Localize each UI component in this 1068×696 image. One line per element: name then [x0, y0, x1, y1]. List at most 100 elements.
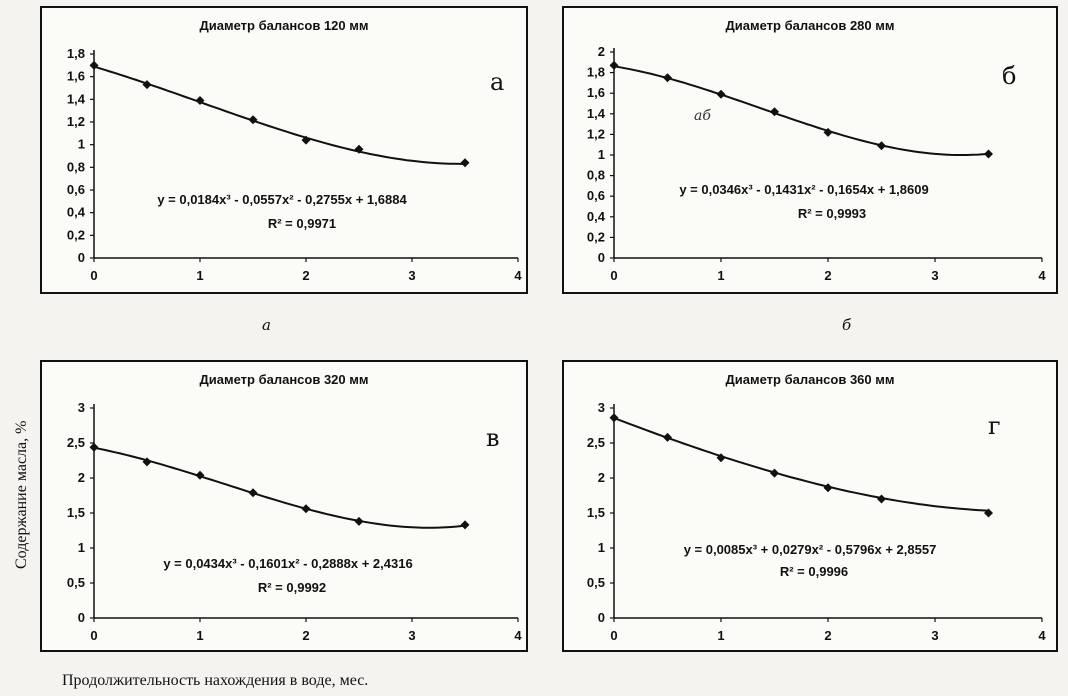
data-point — [354, 144, 364, 154]
data-point — [142, 80, 152, 90]
y-tick-label: 1,4 — [587, 106, 606, 121]
y-tick-label: 0,6 — [67, 182, 85, 197]
trend-equation: y = 0,0085x³ + 0,0279x² - 0,5796x + 2,85… — [684, 542, 937, 557]
data-point — [248, 115, 258, 125]
y-tick-label: 0,5 — [67, 575, 85, 590]
chart-title: Диаметр балансов 320 мм — [199, 372, 369, 387]
y-tick-label: 1,6 — [587, 85, 605, 100]
data-point — [142, 457, 152, 467]
chart-panel-320: Диаметр балансов 320 мм 0 0,5 1 1,5 2 2,5 3 0 1 2… — [40, 360, 528, 652]
panel-sublabel-a: а — [262, 316, 271, 334]
chart-title: Диаметр балансов 360 мм — [725, 372, 895, 387]
r-squared-label: R² = 0,9992 — [258, 580, 326, 595]
x-tick-label: 1 — [717, 268, 724, 283]
y-tick-label: 0,8 — [67, 159, 85, 174]
y-tick-label: 2 — [598, 44, 605, 59]
data-point — [663, 432, 672, 442]
x-tick-label: 3 — [931, 628, 938, 643]
data-point — [770, 107, 779, 117]
data-point — [716, 89, 726, 99]
x-tick-label: 2 — [302, 628, 309, 643]
y-tick-label: 0 — [598, 250, 605, 265]
panel-letter: в — [486, 424, 500, 452]
data-point — [877, 494, 886, 504]
y-tick-label: 1,4 — [67, 91, 86, 106]
y-tick-label: 2 — [598, 470, 605, 485]
data-point — [823, 127, 833, 137]
x-tick-label: 2 — [824, 268, 831, 283]
data-point — [663, 73, 672, 83]
trendline — [93, 65, 465, 165]
y-tick-label: 1,5 — [67, 505, 85, 520]
data-point — [195, 95, 205, 105]
data-point — [248, 488, 258, 498]
y-tick-label: 0,4 — [67, 205, 86, 220]
chart-title: Диаметр балансов 280 мм — [725, 18, 895, 33]
data-point — [823, 483, 833, 493]
data-point — [460, 158, 470, 168]
y-tick-label: 2,5 — [67, 435, 85, 450]
y-tick-label: 0,8 — [587, 168, 605, 183]
y-tick-label: 0 — [78, 610, 85, 625]
chart-panel-360: Диаметр балансов 360 мм 0 0,5 1 1,5 2 2,5 3 0 1 2… — [562, 360, 1058, 652]
x-tick-label: 0 — [610, 628, 617, 643]
data-point — [301, 504, 311, 514]
chart-panel-120: Диаметр балансов 120 мм 0 0,2 0,4 0,6 0,8 1 1,… — [40, 6, 528, 294]
chart-panel-280: Диаметр балансов 280 мм 0 0,2 0,4 0,6 0,8 1 1,… — [562, 6, 1058, 294]
y-tick-label: 1 — [598, 147, 605, 162]
handwritten-note: аб — [694, 108, 711, 124]
data-point — [195, 470, 205, 480]
x-tick-label: 4 — [1038, 268, 1046, 283]
x-tick-label: 1 — [196, 268, 203, 283]
r-squared-label: R² = 0,9971 — [268, 216, 336, 231]
data-point — [609, 413, 619, 423]
trendline — [93, 446, 466, 529]
x-tick-label: 2 — [824, 628, 831, 643]
x-tick-label: 1 — [717, 628, 724, 643]
y-tick-label: 1 — [78, 137, 85, 152]
x-tick-label: 2 — [302, 268, 309, 283]
y-axis-label: Содержание масла, % — [13, 420, 30, 569]
y-tick-label: 3 — [78, 400, 85, 415]
y-tick-label: 1,8 — [587, 65, 605, 80]
x-tick-label: 0 — [90, 268, 97, 283]
r-squared-label: R² = 0,9996 — [780, 564, 848, 579]
y-tick-label: 0,6 — [587, 188, 605, 203]
chart-plot: 0 0,5 1 1,5 2 2,5 3 0 1 2 3 4 y = 0,0434x³ - 0,1601x… — [67, 400, 522, 643]
data-point — [609, 60, 619, 70]
chart-plot: 0 0,5 1 1,5 2 2,5 3 0 1 2 3 4 y = 0,0085x³ + 0,0279x… — [587, 400, 1046, 643]
y-tick-label: 2 — [78, 470, 85, 485]
y-tick-label: 1,2 — [587, 126, 605, 141]
data-point — [460, 520, 470, 530]
x-tick-label: 4 — [1038, 628, 1046, 643]
x-tick-label: 0 — [610, 268, 617, 283]
x-tick-label: 0 — [90, 628, 97, 643]
chart-title: Диаметр балансов 120 мм — [199, 18, 369, 33]
y-tick-label: 1,5 — [587, 505, 605, 520]
y-tick-label: 1,6 — [67, 69, 85, 84]
x-tick-label: 1 — [196, 628, 203, 643]
x-tick-label: 4 — [514, 628, 522, 643]
y-tick-label: 3 — [598, 400, 605, 415]
y-tick-label: 0,5 — [587, 575, 605, 590]
trendline — [613, 417, 989, 512]
panel-sublabel-b: б — [842, 316, 852, 334]
data-point — [770, 468, 779, 478]
y-tick-label: 1 — [78, 540, 85, 555]
chart-plot: 0 0,2 0,4 0,6 0,8 1 1,2 1,4 1,6 1,8 0 1 2 3 4 y = 0,018… — [67, 46, 522, 283]
data-point — [984, 149, 993, 159]
x-tick-label: 3 — [408, 268, 415, 283]
y-tick-label: 0 — [78, 250, 85, 265]
r-squared-label: R² = 0,9993 — [798, 206, 866, 221]
chart-plot: 0 0,2 0,4 0,6 0,8 1 1,2 1,4 1,6 1,8 2 0 1 2 3 4 y = 0,03… — [587, 44, 1046, 283]
data-point — [89, 442, 99, 452]
y-tick-label: 1,8 — [67, 46, 85, 61]
data-point — [301, 135, 311, 145]
data-point — [716, 453, 726, 463]
y-tick-label: 2,5 — [587, 435, 605, 450]
data-point — [89, 60, 99, 70]
trend-equation: y = 0,0434x³ - 0,1601x² - 0,2888x + 2,43… — [163, 556, 412, 571]
y-tick-label: 1 — [598, 540, 605, 555]
y-tick-label: 1,2 — [67, 114, 85, 129]
data-point — [984, 508, 993, 518]
